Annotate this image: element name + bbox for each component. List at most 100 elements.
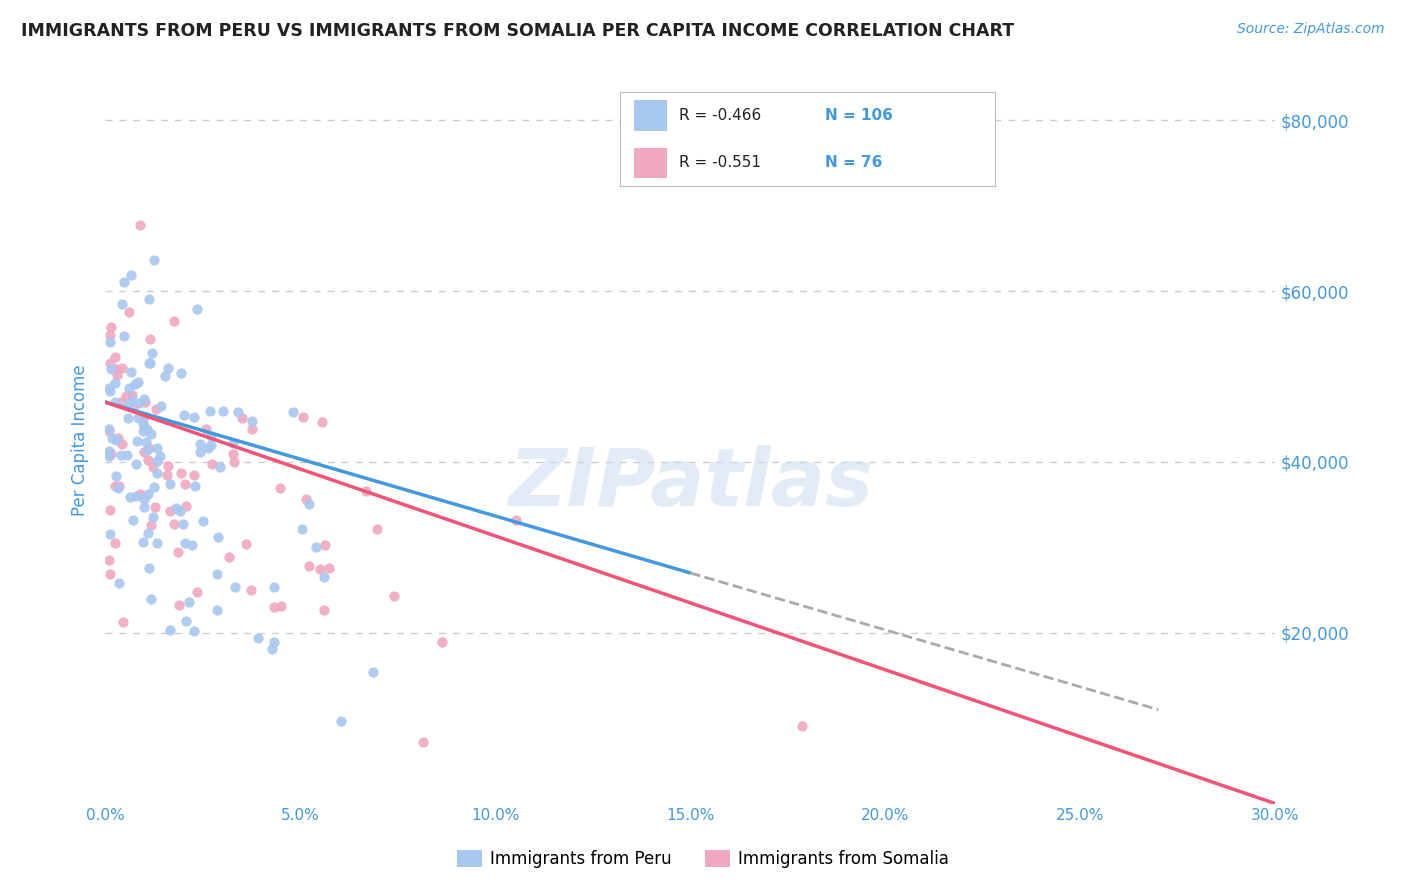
Point [318,560,340,574]
Point [218,549,240,564]
Point [198,404,221,418]
Point [128,218,150,232]
Point [298,558,321,573]
Point [247,631,270,645]
Point [105,362,128,376]
Point [121,513,143,527]
Point [430,634,453,648]
Point [291,522,314,536]
Point [146,441,169,455]
Point [173,476,195,491]
Point [120,268,142,283]
Point [105,368,128,383]
Point [103,351,125,365]
Point [98,503,121,517]
Bar [620,92,994,186]
Point [98,384,121,398]
Point [117,410,139,425]
Point [226,404,249,418]
Point [382,589,405,603]
Point [111,360,134,375]
Point [108,576,131,591]
Text: IMMIGRANTS FROM PERU VS IMMIGRANTS FROM SOMALIA PER CAPITA INCOME CORRELATION CH: IMMIGRANTS FROM PERU VS IMMIGRANTS FROM … [21,22,1014,40]
Point [132,535,155,549]
Point [308,562,330,576]
Point [143,500,166,515]
Point [314,603,336,617]
Point [131,425,153,439]
Point [100,334,122,349]
Text: Source: ZipAtlas.com: Source: ZipAtlas.com [1237,22,1385,37]
Point [163,313,186,327]
Point [142,480,165,494]
Point [505,513,527,527]
Point [98,422,121,436]
Point [790,719,813,733]
Point [183,624,205,638]
Point [139,592,162,607]
Point [135,435,157,450]
Point [117,397,139,411]
Point [118,381,141,395]
Point [361,665,384,680]
Point [200,438,222,452]
Point [138,356,160,370]
Point [281,405,304,419]
Point [263,635,285,649]
Text: N = 106: N = 106 [825,108,893,123]
Point [132,491,155,506]
Point [148,450,170,464]
Point [105,433,128,447]
Point [181,538,204,552]
Point [170,367,193,381]
Point [139,427,162,442]
Point [208,459,231,474]
Point [311,415,333,429]
Point [292,409,315,424]
Point [235,537,257,551]
Point [191,514,214,528]
Point [329,714,352,728]
Point [200,428,222,442]
Point [172,516,194,531]
Point [166,545,188,559]
Point [239,582,262,597]
Point [222,447,245,461]
Point [146,536,169,550]
Point [136,442,159,457]
Point [157,360,180,375]
Point [121,400,143,414]
Point [153,368,176,383]
Point [205,603,228,617]
Point [110,448,132,462]
Point [98,356,121,370]
Point [98,526,121,541]
Point [143,252,166,267]
Point [156,468,179,483]
Point [157,459,180,474]
Point [205,567,228,582]
Point [412,735,434,749]
Point [138,442,160,456]
Point [138,561,160,575]
Point [115,448,138,462]
Point [294,492,316,507]
Point [260,642,283,657]
Point [118,305,141,319]
Point [121,388,143,402]
Point [231,411,253,425]
Point [184,479,207,493]
Point [222,455,245,469]
Bar [634,100,666,131]
Point [165,501,187,516]
Point [98,449,121,463]
Point [138,525,160,540]
Point [101,431,124,445]
Point [183,468,205,483]
Point [132,416,155,430]
Point [127,375,149,389]
Point [159,476,181,491]
Bar [634,147,666,178]
Text: R = -0.551: R = -0.551 [679,155,761,170]
Point [138,453,160,467]
